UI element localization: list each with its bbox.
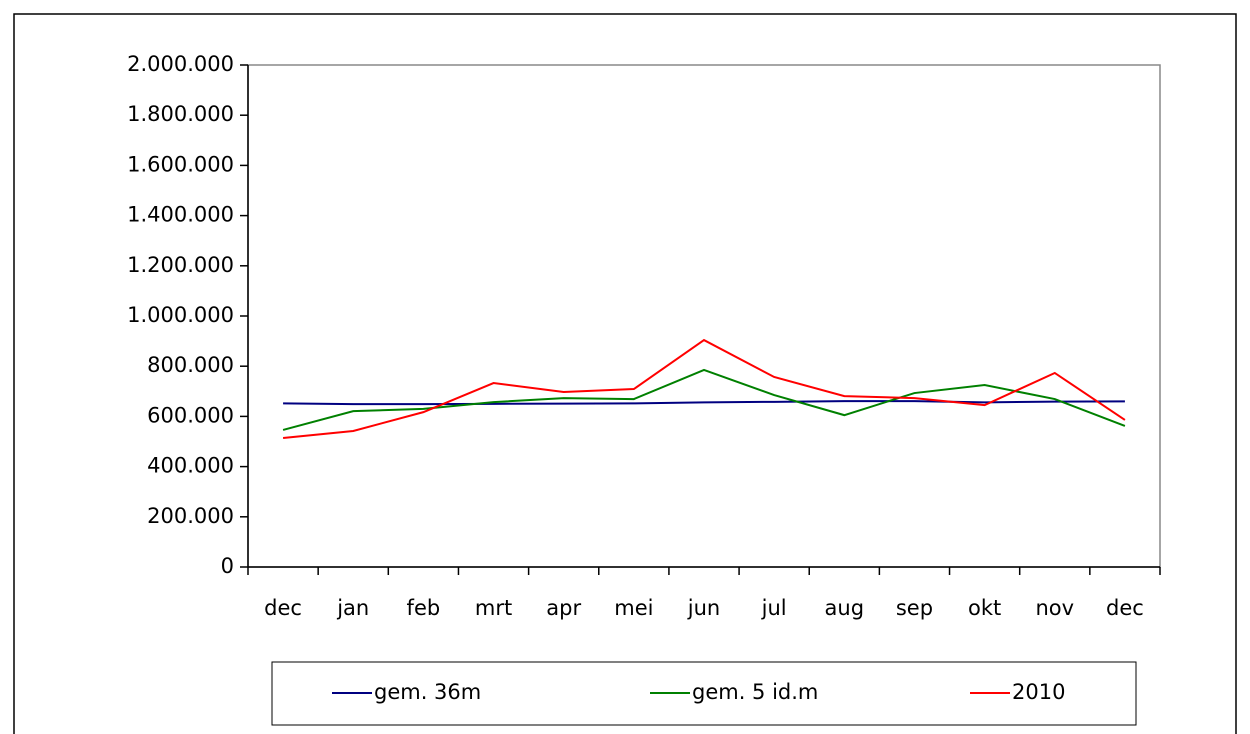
x-tick-label: dec: [1106, 596, 1144, 620]
x-tick-label: nov: [1035, 596, 1074, 620]
x-tick-label: okt: [968, 596, 1001, 620]
series-line: [282, 368, 1126, 431]
frame: [13, 13, 1237, 734]
y-tick-label: 2.000.000: [127, 52, 234, 76]
y-tick-label: 200.000: [147, 504, 234, 528]
x-tick-label: mei: [614, 596, 653, 620]
series-line: [283, 400, 1125, 406]
legend-label: gem. 5 id.m: [692, 680, 818, 704]
x-tick-label: apr: [546, 596, 581, 620]
x-tick-label: jul: [761, 596, 787, 620]
y-tick-label: 1.400.000: [127, 203, 234, 227]
y-tick-label: 800.000: [147, 353, 234, 377]
plot-area: [247, 64, 1161, 568]
x-tick-label: sep: [896, 596, 933, 620]
series-line: [282, 338, 1126, 439]
y-tick-label: 1.200.000: [127, 253, 234, 277]
x-tick-label: mrt: [475, 596, 512, 620]
legend-label: 2010: [1012, 680, 1065, 704]
x-tick-label: dec: [264, 596, 302, 620]
y-tick-label: 400.000: [147, 454, 234, 478]
x-tick-label: aug: [825, 596, 865, 620]
y-tick-label: 600.000: [147, 403, 234, 427]
legend-label: gem. 36m: [374, 680, 481, 704]
y-tick-label: 1.800.000: [127, 102, 234, 126]
y-tick-label: 1.600.000: [127, 152, 234, 176]
x-tick-label: jan: [336, 596, 369, 620]
x-tick-label: feb: [407, 596, 441, 620]
y-tick-label: 1.000.000: [127, 303, 234, 327]
x-tick-label: jun: [687, 596, 720, 620]
y-tick-label: 0: [221, 554, 234, 578]
